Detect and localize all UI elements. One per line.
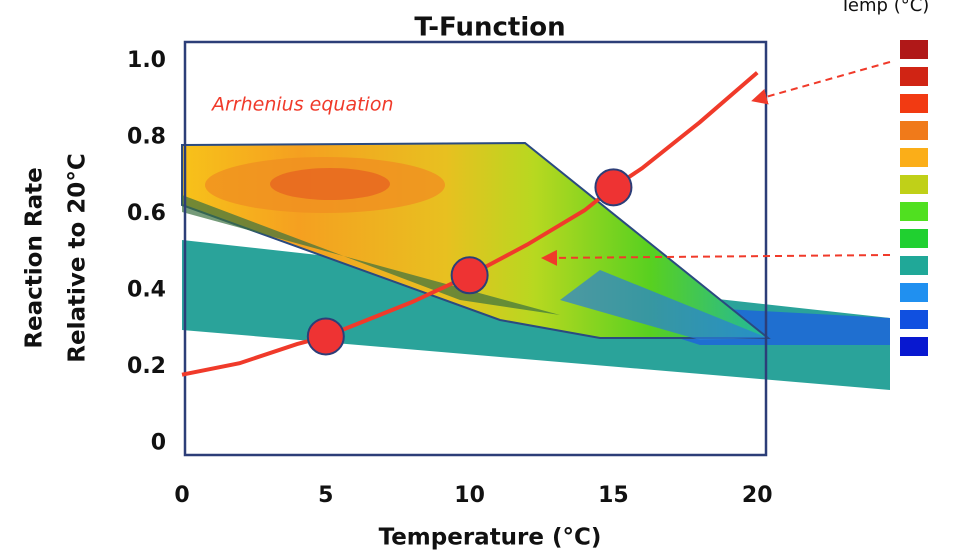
pointer-arrow: [755, 62, 890, 100]
x-tick-label: 15: [598, 483, 629, 508]
point: [308, 318, 344, 354]
x-tick-label: 20: [742, 483, 773, 508]
point: [452, 257, 488, 293]
x-axis-label: Temperature (°C): [379, 525, 602, 551]
y-tick-label: 0.8: [127, 125, 166, 150]
chart-title: T-Function: [414, 13, 565, 43]
y-tick-label: 0.2: [127, 354, 166, 379]
y-tick-label: 0.6: [127, 201, 166, 226]
y-axis-label: Relative to 20°C: [65, 153, 91, 362]
y-axis-label: Reaction Rate: [22, 167, 48, 348]
y-tick-label: 0.4: [127, 278, 166, 303]
x-tick-label: 0: [174, 483, 189, 508]
page: {"chart_data": {"type": "line", "title":…: [0, 0, 976, 553]
y-tick-label: 0: [151, 431, 166, 456]
legend-title: Temp (°C): [839, 0, 929, 16]
mesh-illustration: [182, 143, 890, 390]
chart: Temp (°C) T-Function Arrhenius equation …: [0, 0, 976, 553]
point: [595, 169, 631, 205]
y-tick-label: 1.0: [127, 48, 166, 73]
x-tick-label: 5: [318, 483, 333, 508]
colorbar: [900, 40, 928, 356]
annotation: Arrhenius equation: [210, 94, 393, 116]
x-tick-label: 10: [454, 483, 485, 508]
